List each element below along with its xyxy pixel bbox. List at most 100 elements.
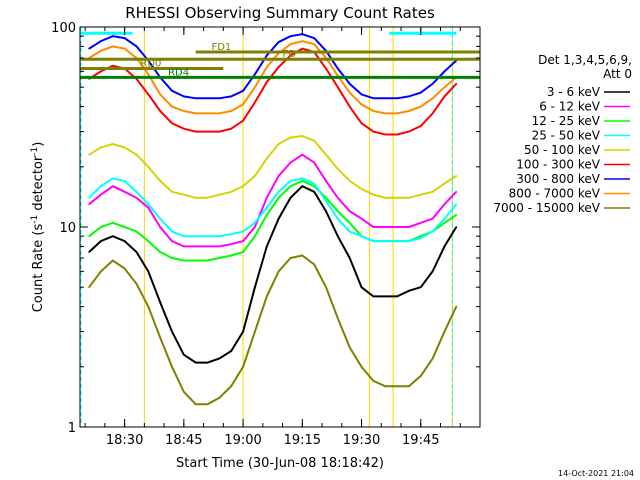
data-point bbox=[408, 95, 410, 98]
data-point bbox=[408, 130, 410, 133]
data-point bbox=[147, 305, 150, 308]
x-tick-label: 18:30 bbox=[106, 433, 143, 448]
data-point bbox=[301, 47, 304, 50]
data-point bbox=[348, 221, 351, 224]
data-point bbox=[360, 286, 363, 289]
data-point bbox=[337, 67, 339, 70]
data-point bbox=[206, 245, 209, 248]
data-point bbox=[100, 185, 102, 187]
data-point bbox=[88, 153, 90, 156]
x-tick-label: 19:30 bbox=[343, 433, 380, 448]
data-point bbox=[88, 203, 90, 206]
data-point bbox=[337, 86, 339, 89]
data-point bbox=[230, 233, 233, 236]
data-point bbox=[277, 217, 280, 220]
data-point bbox=[443, 330, 446, 333]
data-point bbox=[455, 214, 458, 216]
data-point bbox=[242, 119, 244, 122]
data-point bbox=[111, 45, 114, 48]
data-point bbox=[384, 295, 387, 298]
data-point bbox=[171, 257, 173, 259]
data-point bbox=[194, 259, 197, 262]
data-point bbox=[254, 221, 256, 224]
data-point bbox=[194, 130, 197, 133]
data-point bbox=[218, 396, 221, 399]
data-point bbox=[194, 361, 197, 364]
data-point bbox=[313, 139, 315, 142]
data-point bbox=[289, 136, 292, 139]
data-point bbox=[218, 357, 221, 360]
data-point bbox=[419, 235, 422, 237]
data-point bbox=[218, 193, 221, 196]
data-point bbox=[419, 286, 422, 289]
data-point bbox=[254, 86, 256, 89]
data-point bbox=[111, 185, 114, 187]
data-point bbox=[123, 37, 126, 39]
data-point bbox=[218, 235, 221, 237]
data-point bbox=[183, 390, 185, 393]
data-point bbox=[230, 385, 233, 387]
data-point bbox=[431, 97, 434, 100]
data-point bbox=[289, 43, 292, 46]
y-tick-label: 100 bbox=[51, 21, 76, 36]
series-line-8 bbox=[88, 254, 458, 406]
data-point bbox=[360, 188, 363, 190]
data-point bbox=[277, 41, 280, 43]
data-point bbox=[194, 245, 197, 248]
data-point bbox=[242, 365, 244, 368]
data-point bbox=[360, 93, 363, 96]
data-point bbox=[431, 230, 434, 233]
plot-frame bbox=[79, 26, 481, 428]
data-point bbox=[242, 240, 244, 242]
data-point bbox=[419, 91, 422, 94]
data-point bbox=[265, 196, 268, 199]
data-point bbox=[123, 190, 126, 193]
data-point bbox=[159, 110, 161, 112]
data-point bbox=[431, 190, 434, 193]
data-point bbox=[455, 175, 458, 177]
data-point bbox=[277, 66, 280, 68]
data-point bbox=[325, 153, 327, 156]
data-point bbox=[419, 193, 422, 196]
data-point bbox=[206, 97, 209, 100]
data-point bbox=[159, 180, 161, 182]
data-point bbox=[218, 257, 221, 259]
data-point bbox=[443, 70, 446, 73]
data-point bbox=[313, 37, 315, 39]
data-point bbox=[147, 203, 150, 206]
data-point bbox=[360, 365, 363, 368]
data-point bbox=[325, 180, 327, 182]
data-point bbox=[384, 133, 387, 136]
data-point bbox=[455, 82, 458, 85]
data-point bbox=[277, 196, 280, 199]
data-point bbox=[396, 240, 398, 242]
series-line-5 bbox=[88, 47, 458, 136]
data-point bbox=[348, 346, 351, 349]
data-point bbox=[159, 251, 161, 253]
data-point bbox=[242, 251, 244, 253]
data-point bbox=[230, 243, 233, 246]
data-point bbox=[183, 110, 185, 112]
data-point bbox=[348, 210, 351, 212]
data-point bbox=[384, 240, 387, 242]
data-point bbox=[171, 89, 173, 92]
data-point bbox=[431, 82, 434, 85]
data-point bbox=[135, 230, 138, 233]
series-line-3 bbox=[88, 177, 458, 243]
data-point bbox=[301, 153, 304, 156]
data-point bbox=[455, 305, 458, 308]
data-point bbox=[194, 97, 197, 100]
data-point bbox=[455, 190, 458, 193]
data-point bbox=[348, 230, 351, 233]
data-point bbox=[194, 403, 197, 406]
data-point bbox=[206, 235, 209, 237]
data-point bbox=[218, 112, 221, 115]
data-point bbox=[408, 240, 410, 242]
data-point bbox=[348, 105, 351, 108]
data-point bbox=[242, 230, 244, 233]
data-point bbox=[408, 289, 410, 292]
data-point bbox=[230, 254, 233, 257]
data-point bbox=[408, 110, 410, 112]
data-point bbox=[348, 257, 351, 259]
data-point bbox=[100, 270, 102, 273]
